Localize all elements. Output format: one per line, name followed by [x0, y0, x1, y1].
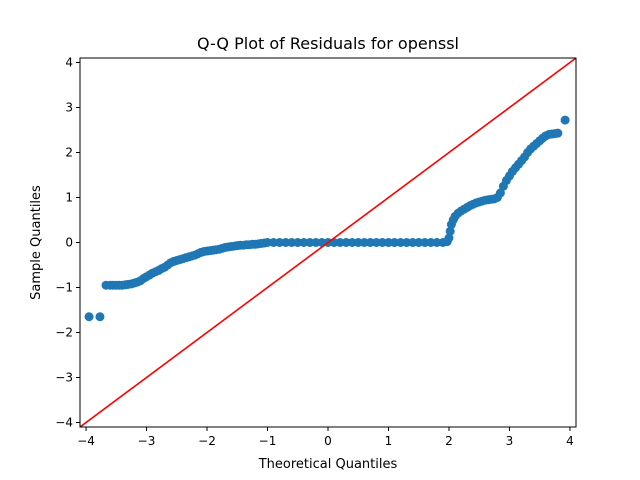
- y-tick-label: 1: [65, 191, 73, 205]
- x-tick-label: −4: [77, 434, 95, 448]
- y-tick-label: −2: [55, 326, 73, 340]
- data-point-105: [495, 188, 505, 198]
- y-axis-label: Sample Quantiles: [29, 185, 44, 300]
- x-tick-label: 1: [385, 434, 393, 448]
- x-tick-label: 2: [445, 434, 453, 448]
- x-tick-label: 0: [324, 434, 332, 448]
- data-point-87: [445, 226, 455, 236]
- data-point-86: [444, 233, 454, 243]
- y-tick-label: −1: [55, 281, 73, 295]
- reference-line: [80, 58, 576, 427]
- y-tick-label: 0: [65, 236, 73, 250]
- data-point-1: [95, 312, 105, 322]
- x-tick-label: −1: [259, 434, 277, 448]
- reference-line-layer: [80, 58, 576, 427]
- y-tick-label: −4: [55, 416, 73, 430]
- x-tick-label: −2: [198, 434, 216, 448]
- x-axis-ticks: −4 −3 −2 −1 0 1 2 3 4: [77, 427, 574, 448]
- y-tick-label: 4: [65, 56, 73, 70]
- y-tick-label: 2: [65, 146, 73, 160]
- data-point-0: [84, 312, 94, 322]
- data-point-124: [553, 128, 563, 138]
- data-point-125: [560, 115, 570, 125]
- x-tick-label: 4: [566, 434, 574, 448]
- x-tick-label: −3: [138, 434, 156, 448]
- y-tick-label: 3: [65, 101, 73, 115]
- chart-title: Q-Q Plot of Residuals for openssl: [197, 34, 459, 53]
- y-tick-label: −3: [55, 371, 73, 385]
- x-tick-label: 3: [506, 434, 514, 448]
- data-points: [84, 115, 570, 322]
- x-axis-label: Theoretical Quantiles: [258, 457, 398, 472]
- y-axis-ticks: −4 −3 −2 −1 0 1 2 3 4: [55, 56, 80, 430]
